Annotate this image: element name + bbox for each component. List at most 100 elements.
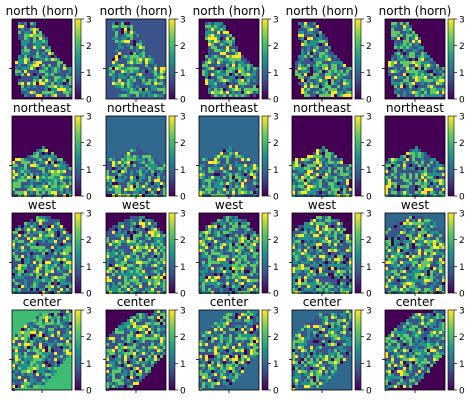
map-cell [298, 243, 301, 246]
map-cell [310, 258, 313, 261]
map-cell [139, 64, 142, 67]
map-cell [148, 64, 151, 67]
map-cell [21, 243, 24, 246]
map-cell [121, 61, 124, 64]
map-cell [45, 94, 48, 97]
map-cell [127, 88, 130, 91]
map-cell [343, 73, 346, 76]
map-cell [205, 240, 208, 243]
map-cell [256, 194, 259, 197]
map-cell [307, 25, 310, 28]
map-cell [343, 194, 346, 197]
map-cell [115, 285, 118, 288]
map-cell [21, 188, 24, 191]
map-cell [298, 179, 301, 182]
map-cell [313, 264, 316, 267]
map-cell [45, 237, 48, 240]
map-cell [307, 234, 310, 237]
map-cell [106, 173, 109, 176]
map-cell [235, 264, 238, 267]
map-cell [124, 155, 127, 158]
map-cell [139, 58, 142, 61]
map-cell [436, 67, 439, 70]
map-cell [343, 261, 346, 264]
map-cell [343, 64, 346, 67]
map-cell [295, 64, 298, 67]
map-cell [256, 249, 259, 252]
map-cell [253, 76, 256, 79]
map-cell [235, 161, 238, 164]
map-cell [388, 64, 391, 67]
map-cell [211, 49, 214, 52]
map-cell [45, 176, 48, 179]
map-cell [130, 46, 133, 49]
map-cell [346, 249, 349, 252]
map-cell [57, 88, 60, 91]
map-cell [109, 191, 112, 194]
map-cell [226, 246, 229, 249]
map-cell [241, 237, 244, 240]
map-cell [66, 282, 69, 285]
map-cell [244, 291, 247, 294]
map-cell [127, 264, 130, 267]
map-cell [223, 219, 226, 222]
map-cell [157, 282, 160, 285]
map-cell [403, 73, 406, 76]
map-cell [27, 64, 30, 67]
map-cell [21, 246, 24, 249]
map-cell [247, 240, 250, 243]
map-cell [118, 282, 121, 285]
map-cell [232, 276, 235, 279]
map-cell [139, 161, 142, 164]
map-cell [160, 246, 163, 249]
map-cell [319, 64, 322, 67]
map-cell [121, 164, 124, 167]
map-cell [256, 243, 259, 246]
map-cell [334, 91, 337, 94]
map-cell [42, 40, 45, 43]
map-cell [226, 46, 229, 49]
map-cell [409, 85, 412, 88]
map-cell [292, 249, 295, 252]
map-cell [385, 182, 388, 185]
map-cell [142, 225, 145, 228]
map-cell [160, 261, 163, 264]
map-cell [232, 285, 235, 288]
map-cell [295, 164, 298, 167]
map-cell [406, 31, 409, 34]
map-cell [313, 85, 316, 88]
map-cell [241, 79, 244, 82]
map-cell [349, 261, 352, 264]
map-cell [301, 264, 304, 267]
map-cell [136, 288, 139, 291]
map-cell [45, 164, 48, 167]
map-cell [136, 94, 139, 97]
map-cell [211, 34, 214, 37]
map-cell [427, 176, 430, 179]
map-cell [130, 164, 133, 167]
map-cell [15, 173, 18, 176]
map-cell [214, 285, 217, 288]
colorbar [168, 18, 176, 100]
map-cell [127, 49, 130, 52]
map-cell [54, 94, 57, 97]
map-cell [66, 85, 69, 88]
map-cell [235, 194, 238, 197]
map-cell [121, 249, 124, 252]
map-cell [148, 246, 151, 249]
map-cell [415, 167, 418, 170]
map-cell [205, 79, 208, 82]
map-cell [400, 49, 403, 52]
map-cell [136, 161, 139, 164]
map-cell [42, 46, 45, 49]
map-cell [217, 194, 220, 197]
map-cell [121, 167, 124, 170]
map-cell [304, 28, 307, 31]
map-cell [115, 231, 118, 234]
map-cell [403, 188, 406, 191]
map-cell [409, 34, 412, 37]
map-cell [340, 158, 343, 161]
map-cell [409, 91, 412, 94]
map-cell [223, 85, 226, 88]
map-cell [118, 191, 121, 194]
